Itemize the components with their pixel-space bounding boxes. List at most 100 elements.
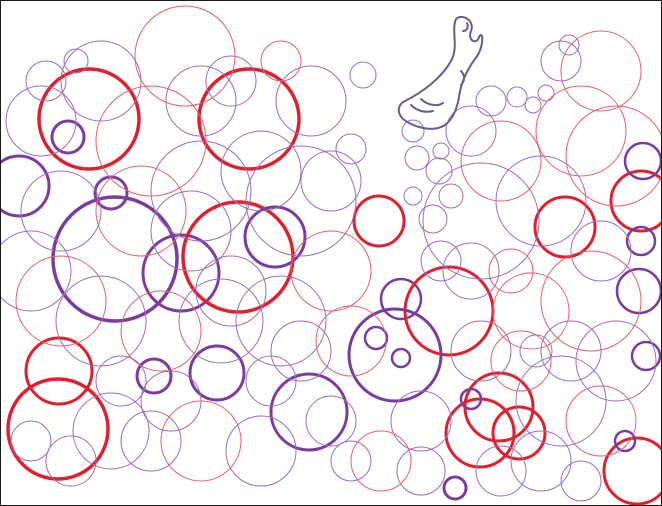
circle-shape <box>120 290 202 372</box>
circle-shape <box>335 133 367 165</box>
circle-shape <box>535 85 627 177</box>
circle-shape <box>442 242 500 300</box>
circle-shape <box>243 205 307 269</box>
circle-shape <box>630 340 661 372</box>
circle-shape <box>459 387 483 411</box>
circle-shape <box>396 446 446 496</box>
circle-shape <box>37 67 141 171</box>
circle-shape <box>245 355 297 407</box>
circle-shape <box>330 440 372 482</box>
circle-shape <box>352 194 406 248</box>
circle-shape <box>623 141 661 181</box>
circle-shape <box>178 278 264 364</box>
circle-shape <box>403 186 423 206</box>
circle-shape <box>205 55 257 107</box>
circle-shape <box>165 65 237 137</box>
circle-shape <box>1 230 72 312</box>
circle-shape <box>438 183 464 209</box>
circle-shape <box>270 320 332 382</box>
circle-shape <box>350 430 412 492</box>
circle-shape <box>15 255 107 347</box>
circle-shape <box>432 142 450 160</box>
circle-shape <box>6 377 110 481</box>
circle-shape <box>537 84 555 102</box>
circle-shape <box>565 105 661 207</box>
circle-shape <box>300 150 362 212</box>
circle-shape <box>460 120 542 202</box>
circle-shape <box>491 405 547 461</box>
circle-shape <box>422 162 540 280</box>
circle-shape <box>420 240 462 282</box>
circle-shape <box>63 48 89 74</box>
circle-shape <box>72 392 150 470</box>
circle-shape <box>20 170 102 252</box>
circle-shape <box>140 370 202 432</box>
circle-shape <box>275 65 347 137</box>
circle-shape <box>492 272 570 350</box>
circle-shape <box>609 169 661 233</box>
circle-shape <box>540 320 602 382</box>
circle-shape <box>188 344 246 402</box>
circle-shape <box>50 119 86 155</box>
circle-shape <box>560 30 642 112</box>
circle-shape <box>540 250 642 352</box>
circle-shape <box>5 85 77 157</box>
circle-shape <box>506 86 528 108</box>
circle-shape <box>95 85 207 197</box>
circle-shape <box>390 390 452 452</box>
circle-shape <box>134 5 236 107</box>
circle-shape <box>315 305 387 377</box>
circle-shape <box>425 157 453 185</box>
circle-shape <box>540 40 582 82</box>
circle-shape <box>515 355 607 447</box>
circle-shape <box>150 190 232 272</box>
circle-shape <box>475 85 507 117</box>
circle-shape <box>290 230 372 312</box>
circle-shape <box>95 355 147 407</box>
circle-shape <box>445 105 497 157</box>
circle-shape <box>510 430 572 492</box>
circle-shape <box>305 395 357 447</box>
circle-shape <box>349 61 377 89</box>
circle-shape <box>45 435 97 487</box>
circle-shape <box>570 220 632 282</box>
circle-shape <box>558 34 580 56</box>
circle-shape <box>220 130 302 212</box>
circle-shape <box>625 225 657 257</box>
circle-shape <box>135 357 173 395</box>
circle-shape <box>95 165 187 257</box>
circle-shape <box>60 40 142 122</box>
circles-layer <box>1 5 661 505</box>
circle-shape <box>24 336 94 406</box>
circle-shape <box>141 233 221 313</box>
circle-shape <box>565 385 637 457</box>
circle-shape <box>51 195 179 323</box>
circle-shape <box>524 96 542 114</box>
circle-shape <box>533 195 597 259</box>
circle-shape <box>25 60 67 102</box>
circle-shape <box>490 330 552 392</box>
circle-shape <box>150 140 252 242</box>
circle-shape <box>442 475 468 501</box>
circle-shape <box>404 145 430 171</box>
circle-shape <box>575 320 657 402</box>
circle-shape <box>450 320 512 382</box>
circle-shape <box>197 67 301 171</box>
circle-shape <box>495 155 587 247</box>
circle-shape <box>195 255 267 327</box>
circle-shape <box>488 248 534 294</box>
circle-shape <box>602 436 661 505</box>
circle-shape <box>418 204 448 234</box>
circle-shape <box>379 277 423 321</box>
circle-shape <box>1 154 51 218</box>
circle-shape <box>347 307 443 403</box>
circle-shape <box>225 415 297 487</box>
circle-shape <box>613 429 637 453</box>
circle-shape <box>615 267 661 315</box>
circle-shape <box>401 119 425 143</box>
circle-shape <box>120 410 182 472</box>
circle-shape <box>560 460 602 502</box>
circle-shape <box>260 40 302 82</box>
circle-shape <box>269 372 349 452</box>
